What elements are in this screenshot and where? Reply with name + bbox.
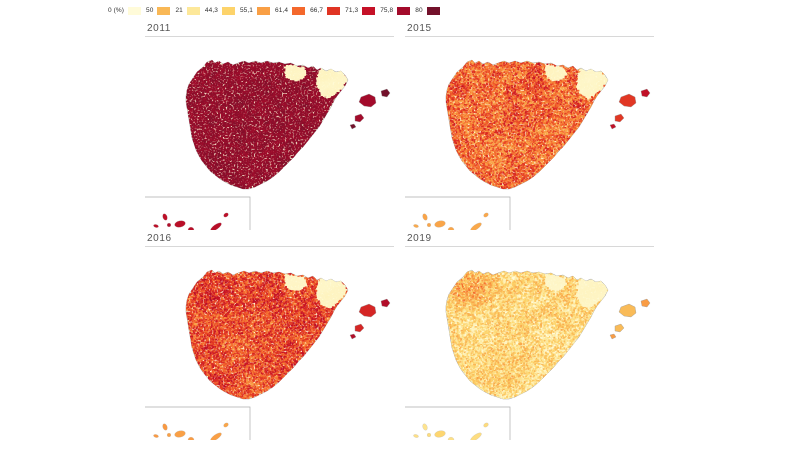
- canary-island-shape: [447, 226, 455, 230]
- legend-swatch-3: [221, 6, 235, 15]
- legend-label-3: 44,3: [205, 6, 222, 15]
- legend-swatch-4: [257, 6, 271, 15]
- map-area-2011: [145, 37, 405, 230]
- balearic-island: [640, 88, 651, 98]
- canary-island-shape: [210, 222, 222, 230]
- municipality-mosaic: [186, 60, 348, 189]
- balearic-island: [349, 333, 357, 340]
- balearic-island: [349, 123, 357, 130]
- map-panel-2011: 2011: [145, 22, 405, 232]
- balearic-island: [618, 303, 637, 318]
- canary-inset-frame: [405, 406, 511, 440]
- legend-label-7: 71,3: [345, 6, 362, 15]
- municipality-mosaic: [446, 270, 608, 399]
- canary-island-shape: [422, 213, 428, 221]
- legend-swatch-8: [397, 6, 411, 15]
- panel-title-2015: 2015: [405, 22, 665, 36]
- canary-island-shape: [223, 422, 229, 428]
- panel-divider: [145, 246, 394, 247]
- canary-island-shape: [187, 436, 195, 440]
- legend-swatch-1: [157, 6, 171, 15]
- balearic-island: [609, 123, 617, 130]
- canary-island-shape: [434, 220, 446, 228]
- canary-island-shape: [434, 430, 446, 438]
- panel-title-2011: 2011: [145, 22, 405, 36]
- canary-island-shape: [162, 423, 168, 431]
- canary-island-shape: [447, 436, 455, 440]
- canary-island-shape: [223, 212, 229, 218]
- canary-island-shape: [470, 432, 482, 440]
- map-area-2016: [145, 247, 405, 440]
- balearic-island: [380, 298, 391, 308]
- canary-island-shape: [426, 432, 432, 438]
- map-panel-2019: 2019: [405, 232, 665, 442]
- legend-swatch-5: [292, 6, 306, 15]
- balearic-island: [640, 298, 651, 308]
- legend-swatch-6: [327, 6, 341, 15]
- panel-title-2016: 2016: [145, 232, 405, 246]
- legend-label-2: 21: [175, 6, 186, 15]
- canary-island-shape: [187, 226, 195, 230]
- canary-island-shape: [413, 224, 419, 228]
- canary-island-shape: [413, 434, 419, 438]
- panel-divider: [405, 246, 654, 247]
- balearic-island: [614, 113, 625, 123]
- color-scale-legend: 0 (%) 50 21 44,3 55,1 61,4 66,7 71,3 75,8 80: [108, 4, 445, 17]
- map-panel-2015: 2015: [405, 22, 665, 232]
- legend-label-1: 50: [146, 6, 157, 15]
- balearic-island: [358, 93, 377, 108]
- spain-map-2016[interactable]: [145, 247, 405, 440]
- map-area-2015: [405, 37, 665, 230]
- legend-label-4: 55,1: [240, 6, 257, 15]
- panel-title-2019: 2019: [405, 232, 665, 246]
- balearic-island: [609, 333, 617, 340]
- canary-island-shape: [153, 224, 159, 228]
- canary-island-shape: [483, 212, 489, 218]
- legend-label-9: 80: [415, 6, 426, 15]
- spain-map-2019[interactable]: [405, 247, 665, 440]
- balearic-island: [358, 303, 377, 318]
- balearic-island: [380, 88, 391, 98]
- canary-island-shape: [426, 222, 432, 228]
- spain-map-2011[interactable]: [145, 37, 405, 230]
- legend-swatch-7: [362, 6, 376, 15]
- map-panel-2016: 2016: [145, 232, 405, 442]
- canary-inset-frame: [405, 196, 511, 230]
- balearic-island: [618, 93, 637, 108]
- canary-island-shape: [162, 213, 168, 221]
- canary-island-shape: [483, 422, 489, 428]
- canary-island-shape: [153, 434, 159, 438]
- canary-island-shape: [166, 432, 172, 438]
- map-area-2019: [405, 247, 665, 440]
- municipality-mosaic: [446, 60, 608, 189]
- legend-label-0: 0 (%): [108, 6, 128, 15]
- legend-label-8: 75,8: [380, 6, 397, 15]
- canary-island-shape: [174, 220, 186, 228]
- legend-swatch-9: [426, 6, 440, 15]
- legend-swatch-2: [186, 6, 200, 15]
- balearic-island: [354, 113, 365, 123]
- balearic-island: [614, 323, 625, 333]
- panel-divider: [405, 36, 654, 37]
- canary-island-shape: [174, 430, 186, 438]
- balearic-island: [354, 323, 365, 333]
- municipality-mosaic: [186, 270, 348, 399]
- canary-island-shape: [470, 222, 482, 230]
- legend-swatch-0: [128, 6, 142, 15]
- canary-inset-frame: [145, 406, 251, 440]
- canary-island-shape: [422, 423, 428, 431]
- spain-map-2015[interactable]: [405, 37, 665, 230]
- panel-divider: [145, 36, 394, 37]
- canary-inset-frame: [145, 196, 251, 230]
- legend-label-5: 61,4: [275, 6, 292, 15]
- canary-island-shape: [166, 222, 172, 228]
- canary-island-shape: [210, 432, 222, 440]
- legend-label-6: 66,7: [310, 6, 327, 15]
